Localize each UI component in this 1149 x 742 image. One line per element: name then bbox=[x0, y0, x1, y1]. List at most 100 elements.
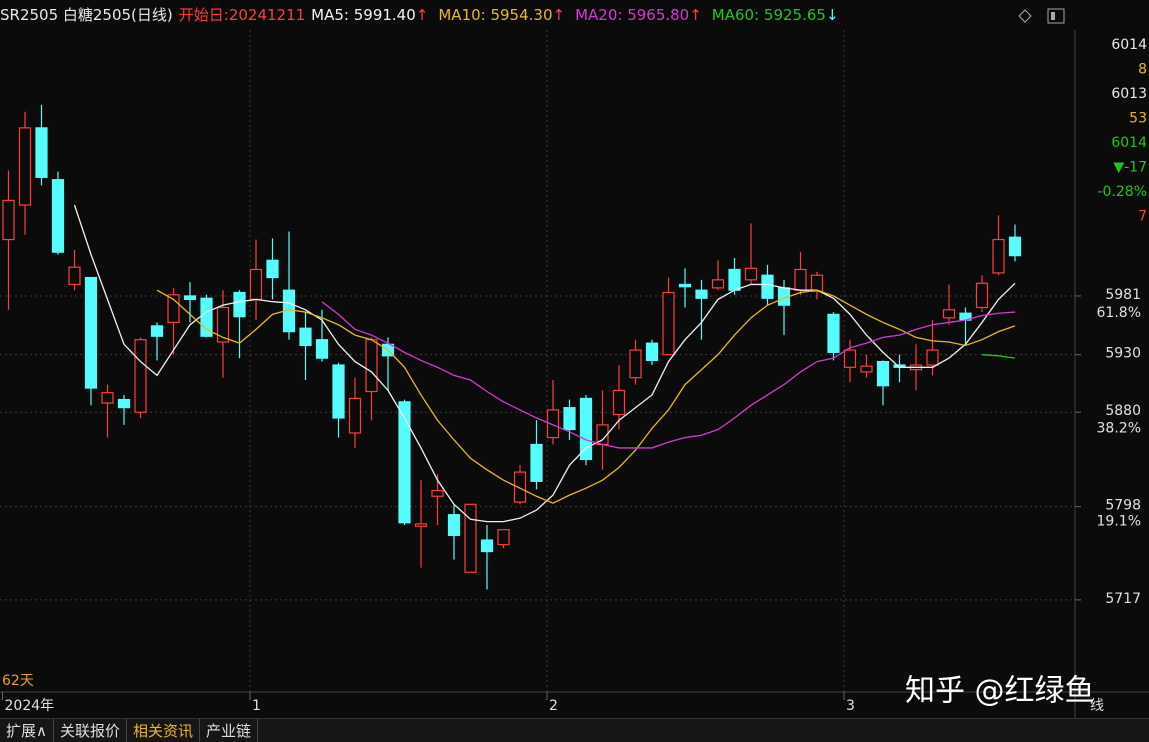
candle-body bbox=[348, 397, 362, 434]
candle-body bbox=[68, 266, 81, 286]
x-tick-label: 2 bbox=[549, 698, 558, 714]
quote-value: 6014 bbox=[1111, 37, 1147, 53]
candle-body bbox=[794, 268, 807, 291]
candle-body bbox=[975, 282, 989, 309]
candle-body bbox=[233, 291, 246, 318]
tab[interactable]: 相关资讯 bbox=[127, 719, 201, 742]
x-tick-label: 1 bbox=[252, 698, 261, 714]
quote-value: ▼-17 bbox=[1113, 160, 1147, 176]
candle-body bbox=[1008, 236, 1022, 257]
tab[interactable]: 扩展∧ bbox=[0, 719, 54, 742]
fib-label: 19.1% bbox=[1097, 514, 1141, 530]
ma-line bbox=[981, 354, 1016, 359]
legend-arrow: ↓ bbox=[825, 6, 839, 24]
candle-body bbox=[134, 339, 147, 413]
candle-body bbox=[711, 279, 725, 289]
y-tick-label: 5717 bbox=[1105, 591, 1141, 607]
candle-body bbox=[761, 274, 774, 299]
candle-body bbox=[183, 295, 197, 301]
fib-label: 38.2% bbox=[1097, 420, 1141, 436]
candle-body bbox=[2, 199, 15, 241]
candle-body bbox=[150, 325, 164, 337]
y-tick-label: 5981 bbox=[1105, 287, 1141, 303]
candle-body bbox=[200, 297, 213, 337]
candle-body bbox=[414, 523, 428, 527]
quote-value: 6014 bbox=[1111, 135, 1147, 151]
candle-body bbox=[513, 471, 527, 503]
header: SR2505 白糖2505(日线) 开始日:20241211 MA5: 5991.4… bbox=[0, 0, 1149, 30]
quote-value: 53 bbox=[1129, 111, 1147, 127]
candle-body bbox=[249, 268, 263, 301]
candle-body bbox=[744, 267, 758, 281]
legend-arrow: ↑ bbox=[689, 6, 702, 24]
tab[interactable]: 产业链 bbox=[200, 719, 259, 742]
watermark: 知乎 @红绿鱼 bbox=[905, 674, 1095, 709]
candle-body bbox=[299, 327, 312, 347]
x-tick-label: 3 bbox=[846, 698, 855, 714]
legend: MA5: 5991.40↑ MA10: 5954.30↑ MA20: 5965.80… bbox=[311, 6, 848, 24]
candle-body bbox=[266, 259, 279, 279]
candle-body bbox=[315, 339, 329, 359]
y-tick-label: 5930 bbox=[1105, 346, 1141, 362]
candle-body bbox=[546, 409, 560, 439]
candle-body bbox=[84, 276, 98, 389]
legend-entry: MA5: 5991.40 bbox=[311, 6, 416, 24]
candle-body bbox=[497, 529, 510, 546]
candle-body bbox=[398, 401, 411, 524]
candle-body bbox=[860, 365, 873, 373]
diamond-icon[interactable] bbox=[1018, 9, 1032, 23]
candle-body bbox=[810, 274, 824, 292]
candle-body bbox=[464, 503, 477, 573]
candle-body bbox=[992, 238, 1005, 274]
ma-line bbox=[73, 204, 1016, 523]
tab-bar: 扩展∧ 关联报价 相关资讯 产业链 bbox=[0, 718, 1149, 742]
candle-body bbox=[480, 539, 494, 553]
candle-body bbox=[167, 294, 180, 324]
candle-body bbox=[431, 489, 444, 497]
period-tab[interactable]: 线 bbox=[1090, 698, 1104, 714]
legend-entry: MA20: 5965.80 bbox=[575, 6, 690, 24]
y-tick-label: 5798 bbox=[1105, 498, 1141, 514]
legend-arrow: ↑ bbox=[552, 6, 566, 24]
candle-body bbox=[101, 392, 114, 404]
quote-value: 7 bbox=[1138, 209, 1147, 225]
candle-body bbox=[695, 289, 708, 299]
candle-body bbox=[530, 443, 543, 482]
legend-entry: MA10: 5954.30 bbox=[438, 6, 553, 24]
quote-value: 8 bbox=[1138, 62, 1147, 78]
legend-arrow: ↑ bbox=[415, 6, 429, 24]
candle-body bbox=[216, 306, 230, 343]
candle-body bbox=[35, 127, 48, 178]
y-tick-label: 5880 bbox=[1105, 403, 1141, 419]
candle-body bbox=[843, 349, 857, 368]
day-count: 62天 bbox=[2, 673, 34, 689]
window-icon-part bbox=[1051, 12, 1055, 20]
candle-body bbox=[876, 360, 890, 387]
candle-body bbox=[51, 179, 65, 253]
candle-body bbox=[365, 339, 378, 393]
candle-body bbox=[678, 283, 692, 288]
legend-entry: MA60: 5925.65 bbox=[711, 6, 826, 24]
quote-value: -0.28% bbox=[1097, 184, 1147, 200]
candle-body bbox=[332, 364, 345, 419]
candle-body bbox=[827, 313, 840, 353]
x-tick-label: 2024年 bbox=[5, 698, 55, 714]
ma-line bbox=[321, 301, 1016, 449]
quote-value: 6013 bbox=[1111, 86, 1147, 102]
candle-body bbox=[662, 291, 675, 356]
candle-body bbox=[645, 342, 659, 362]
candle-body bbox=[942, 309, 956, 319]
tab[interactable]: 关联报价 bbox=[54, 719, 127, 742]
candle-body bbox=[728, 268, 741, 291]
fib-label: 61.8% bbox=[1097, 305, 1141, 321]
chart: 62天 线 5717 5798 5880 5930 5981 61.8% 38.2% 19.1… bbox=[0, 8, 1149, 718]
candle-body bbox=[926, 349, 939, 366]
candle-body bbox=[447, 514, 461, 537]
title: SR2505 白糖2505(日线) bbox=[0, 6, 173, 24]
candle-body bbox=[612, 389, 626, 416]
window-icon[interactable] bbox=[1047, 8, 1065, 24]
candle-body bbox=[117, 398, 131, 409]
candle-body bbox=[563, 407, 576, 431]
candle-body bbox=[629, 349, 642, 379]
